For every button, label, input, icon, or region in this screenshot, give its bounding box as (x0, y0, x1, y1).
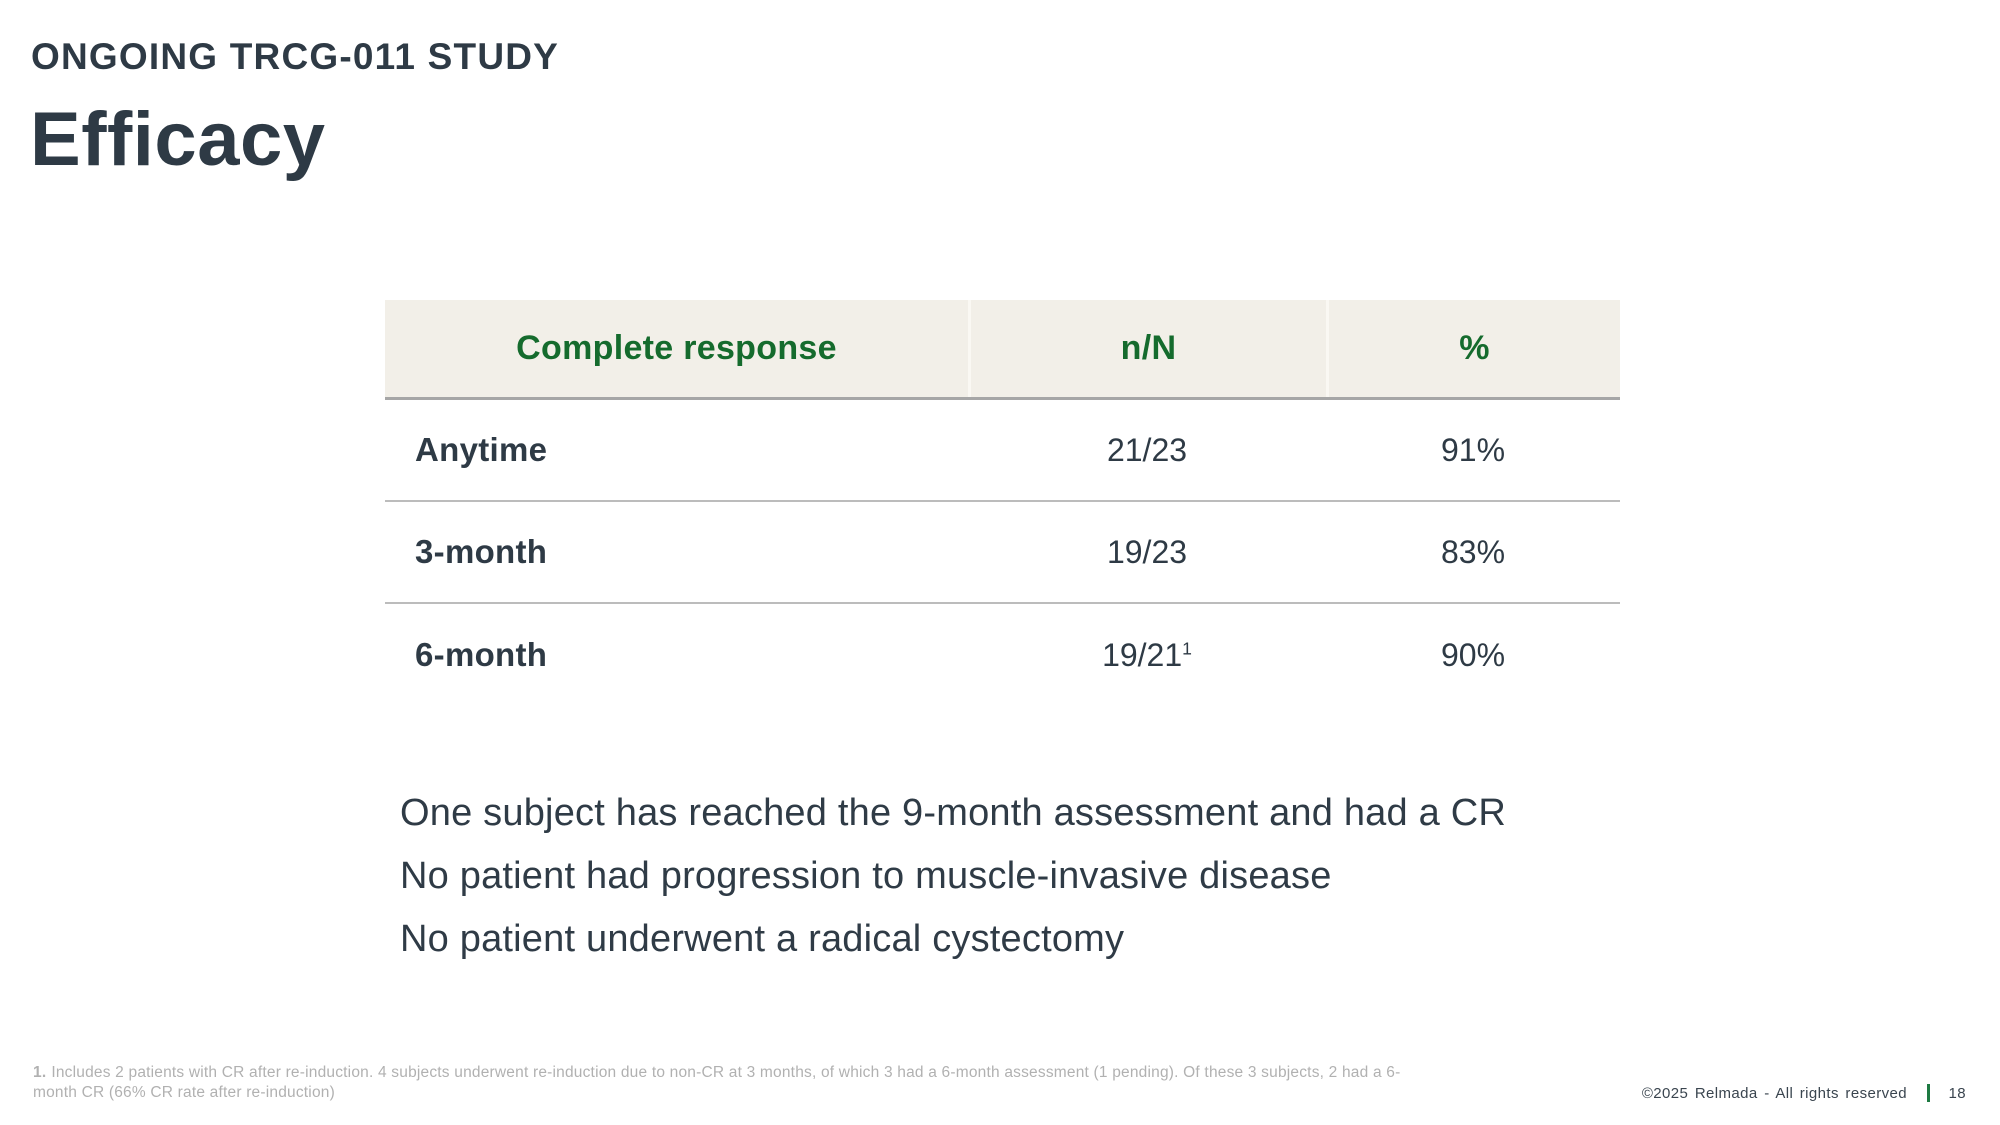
footnote-marker: 1. (33, 1064, 47, 1081)
column-header-percent: % (1326, 300, 1620, 397)
row-label: 3-month (415, 533, 548, 570)
page-number: 18 (1948, 1084, 1966, 1102)
row-n-over-N: 19/211 (968, 637, 1326, 674)
statement-9-month-cr: One subject has reached the 9-month asse… (400, 792, 1506, 834)
fraction-value: 19/23 (1106, 533, 1188, 570)
footnote-text-line2: month CR (66% CR rate after re-induction… (33, 1084, 335, 1101)
row-percent: 83% (1440, 533, 1506, 570)
row-label: 6-month (415, 636, 548, 673)
table-row-3-month: 3-month 19/23 83% (385, 502, 1620, 604)
row-n-over-N: 19/23 (968, 534, 1326, 571)
column-header-complete-response: Complete response (516, 329, 837, 367)
footnote-reference: 1 (1182, 637, 1192, 658)
footnote-text-line1: Includes 2 patients with CR after re-ind… (51, 1064, 1401, 1081)
study-label: ONGOING TRCG-011 STUDY (31, 36, 560, 77)
footer: ©2025 Relmada - All rights reserved 18 (1642, 1084, 1966, 1102)
table-header-row: Complete response n/N % (385, 300, 1620, 400)
column-header-n-over-N: n/N (968, 300, 1326, 397)
row-percent: 91% (1440, 431, 1506, 468)
efficacy-table: Complete response n/N % Anytime 21/23 91… (385, 300, 1620, 706)
row-percent: 90% (1440, 636, 1506, 673)
fraction-value: 21/23 (1106, 431, 1188, 468)
table-row-6-month: 6-month 19/211 90% (385, 604, 1620, 706)
footnote: 1. Includes 2 patients with CR after re-i… (33, 1063, 1673, 1103)
statement-no-progression: No patient had progression to muscle-inv… (400, 855, 1332, 897)
footer-divider (1927, 1084, 1930, 1102)
page-title: Efficacy (30, 97, 326, 182)
copyright-text: ©2025 Relmada - All rights reserved (1641, 1084, 1907, 1102)
statement-no-cystectomy: No patient underwent a radical cystectom… (400, 918, 1125, 960)
fraction-value: 19/21 (1102, 636, 1183, 673)
row-n-over-N: 21/23 (968, 432, 1326, 469)
table-row-anytime: Anytime 21/23 91% (385, 400, 1620, 502)
key-findings: One subject has reached the 9-month asse… (400, 782, 1506, 971)
row-label: Anytime (415, 431, 548, 468)
